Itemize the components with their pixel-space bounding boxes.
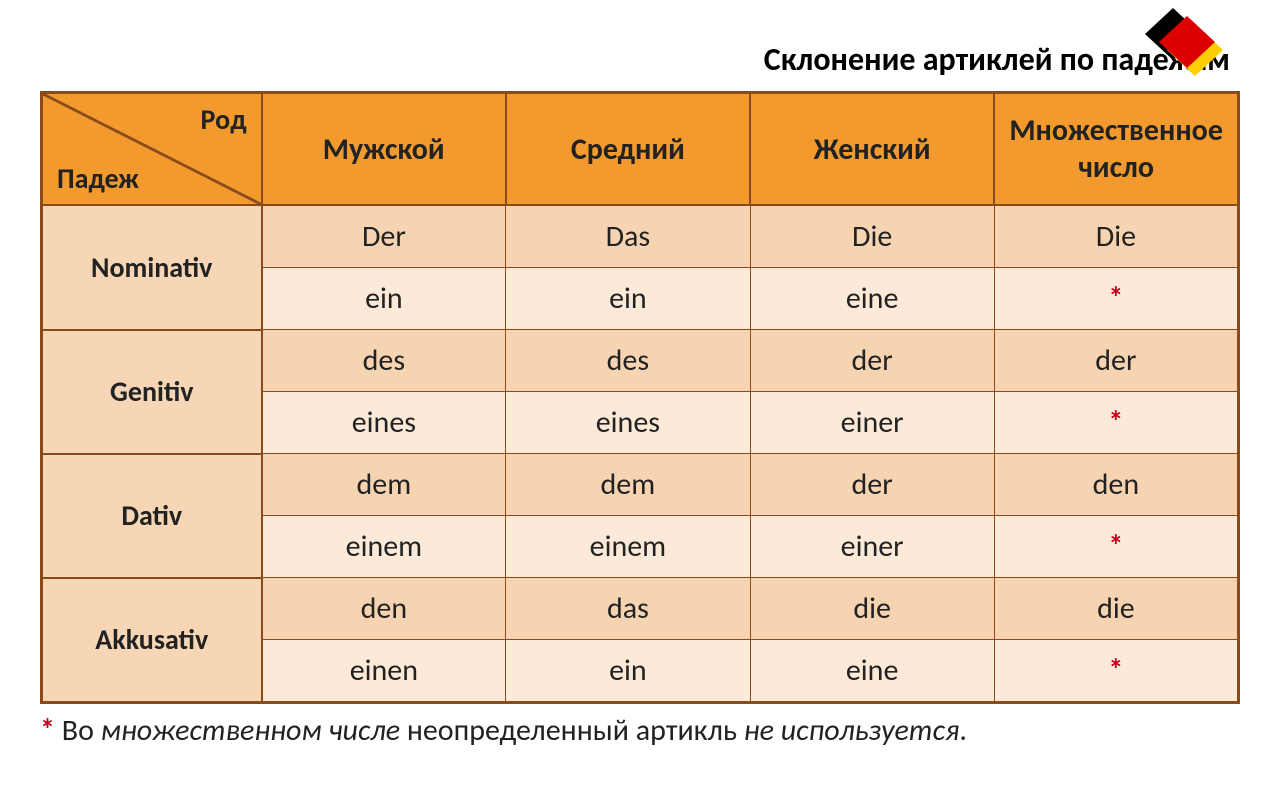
table-cell: * [994, 392, 1238, 454]
table-cell: * [994, 268, 1238, 330]
table-cell: ein [262, 268, 506, 330]
table-cell: der [994, 330, 1238, 392]
table-cell: ein [506, 640, 750, 703]
table-cell: Das [506, 205, 750, 268]
corner-bottom-label: Падеж [57, 161, 139, 196]
col-header: Средний [506, 93, 750, 206]
table-cell: Der [262, 205, 506, 268]
table-cell: das [506, 578, 750, 640]
page-title: Склонение артиклей по падежам [40, 40, 1230, 79]
table-cell: eines [506, 392, 750, 454]
table-cell: * [994, 640, 1238, 703]
col-header: Женский [750, 93, 994, 206]
table-cell: einer [750, 516, 994, 578]
footnote-star: * [40, 712, 55, 749]
table-cell: einem [262, 516, 506, 578]
corner-top-label: Род [200, 102, 246, 137]
corner-cell: Род Падеж [42, 93, 262, 206]
table-cell: den [262, 578, 506, 640]
case-label: Dativ [42, 454, 262, 578]
flag-icon [1145, 8, 1235, 83]
footnote: * Во множественном числе неопределенный … [40, 712, 1240, 749]
table-cell: einem [506, 516, 750, 578]
table-cell: eine [750, 640, 994, 703]
table-cell: dem [506, 454, 750, 516]
table-cell: eine [750, 268, 994, 330]
table-cell: Die [750, 205, 994, 268]
col-header: Множественное число [994, 93, 1238, 206]
table-cell: der [750, 330, 994, 392]
table-cell: Die [994, 205, 1238, 268]
table-cell: * [994, 516, 1238, 578]
table-cell: einer [750, 392, 994, 454]
table-cell: den [994, 454, 1238, 516]
case-label: Nominativ [42, 205, 262, 330]
case-label: Akkusativ [42, 578, 262, 703]
table-cell: der [750, 454, 994, 516]
case-label: Genitiv [42, 330, 262, 454]
table-cell: die [750, 578, 994, 640]
declension-table: Род Падеж Мужской Средний Женский Множес… [40, 91, 1240, 704]
col-header: Мужской [262, 93, 506, 206]
table-cell: die [994, 578, 1238, 640]
table-cell: einen [262, 640, 506, 703]
table-cell: ein [506, 268, 750, 330]
table-cell: dem [262, 454, 506, 516]
table-cell: des [262, 330, 506, 392]
table-cell: eines [262, 392, 506, 454]
table-cell: des [506, 330, 750, 392]
